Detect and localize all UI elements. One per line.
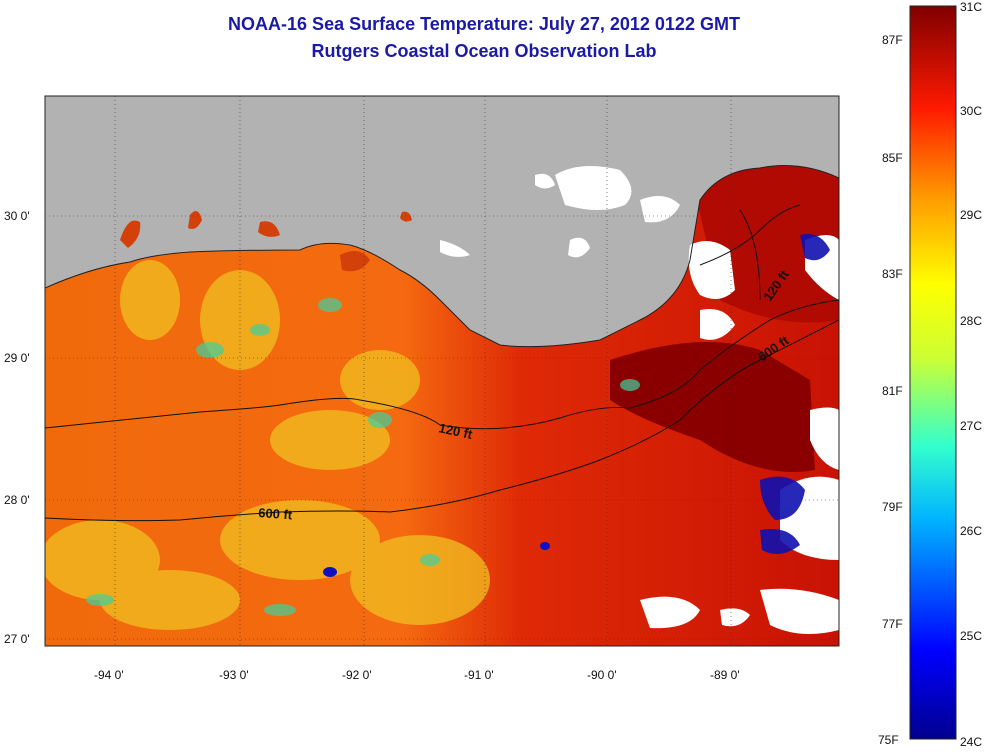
colorbar-label-f: 77F (882, 617, 903, 631)
map-subtitle: Rutgers Coastal Ocean Observation Lab (311, 41, 657, 61)
lat-label: 28 0' (4, 493, 30, 507)
coastline (45, 165, 839, 348)
lat-label: 29 0' (4, 351, 30, 365)
colorbar-label-c: 31C (960, 0, 983, 14)
colorbar-label-c: 24C (960, 735, 983, 749)
lat-label: 27 0' (4, 632, 30, 646)
colorbar-label-c: 30C (960, 104, 983, 118)
colorbar-label-c: 26C (960, 524, 983, 538)
lon-label: -90 0' (587, 668, 617, 682)
lon-label: -93 0' (219, 668, 249, 682)
contour-label: 120 ft (437, 420, 474, 442)
lon-label: -89 0' (710, 668, 740, 682)
colorbar (909, 5, 957, 740)
contour-label: 600 ft (258, 505, 294, 522)
land-area (45, 96, 839, 347)
colorbar-label-f: 83F (882, 267, 903, 281)
colorbar-label-c: 27C (960, 419, 983, 433)
lon-label: -92 0' (342, 668, 372, 682)
map-title: NOAA-16 Sea Surface Temperature: July 27… (228, 14, 740, 34)
grid-lines (45, 96, 839, 646)
lat-label: 30 0' (4, 209, 30, 223)
colorbar-label-f: 79F (882, 500, 903, 514)
hot-region (610, 342, 815, 472)
colorbar-label-f: 87F (882, 33, 903, 47)
contour-120ft (45, 299, 839, 430)
lon-label: -94 0' (94, 668, 124, 682)
lon-label: -91 0' (464, 668, 494, 682)
contour-600ft (45, 319, 839, 522)
colorbar-label-c: 25C (960, 629, 983, 643)
cool-patches (45, 260, 490, 630)
colorbar-label-c: 29C (960, 208, 983, 222)
colorbar-label-f: 75F (878, 733, 899, 747)
colorbar-label-f: 85F (882, 151, 903, 165)
colorbar-label-c: 28C (960, 314, 983, 328)
colorbar-label-f: 81F (882, 384, 903, 398)
plot-frame (44, 95, 840, 647)
